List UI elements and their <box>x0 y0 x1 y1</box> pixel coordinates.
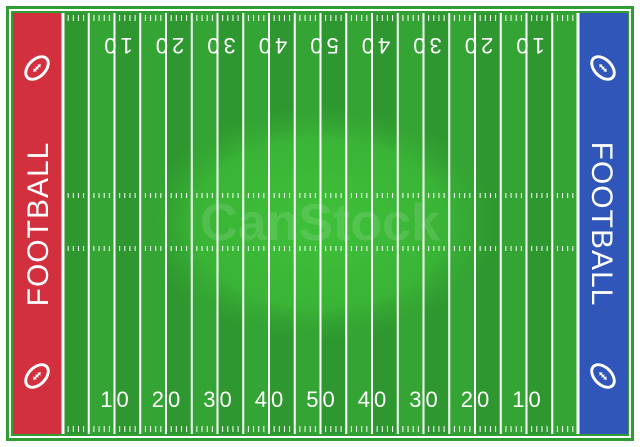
hash-marks <box>67 15 574 432</box>
turf-stripe <box>114 13 141 434</box>
yard-number: 40 <box>358 387 390 412</box>
bottom-yard-numbers: 10 20 30 40 50 40 30 20 10 <box>100 387 544 412</box>
yard-number: 30 <box>409 387 441 412</box>
yard-number: 10 <box>100 33 132 58</box>
yard-number: 50 <box>306 33 338 58</box>
yard-number: 20 <box>152 33 184 58</box>
watermark: CanStock <box>200 194 440 252</box>
football-icon <box>590 363 616 389</box>
yard-lines <box>61 13 580 434</box>
left-endzone <box>13 13 63 434</box>
left-endzone-label: FOOTBALL <box>22 142 55 307</box>
yard-number: 20 <box>461 33 493 58</box>
yard-number: 50 <box>306 387 338 412</box>
football-icon <box>590 55 616 81</box>
football-icon <box>24 55 50 81</box>
football-icon <box>24 363 50 389</box>
yard-number: 40 <box>358 33 390 58</box>
yard-number: 20 <box>461 387 493 412</box>
yard-number: 30 <box>409 33 441 58</box>
yard-number: 20 <box>152 387 184 412</box>
field-outline <box>9 9 631 438</box>
yard-number: 10 <box>512 33 544 58</box>
yard-number: 30 <box>203 387 235 412</box>
yard-number: 30 <box>203 33 235 58</box>
yard-number: 40 <box>255 387 287 412</box>
right-endzone <box>578 13 628 434</box>
top-yard-numbers: 10 20 30 40 50 40 30 20 10 <box>100 33 544 58</box>
turf-stripe <box>63 13 89 434</box>
right-endzone-label: FOOTBALL <box>585 142 618 307</box>
yard-number: 40 <box>255 33 287 58</box>
turf-stripe <box>526 13 553 434</box>
yard-number: 10 <box>100 387 132 412</box>
yard-number: 10 <box>512 387 544 412</box>
